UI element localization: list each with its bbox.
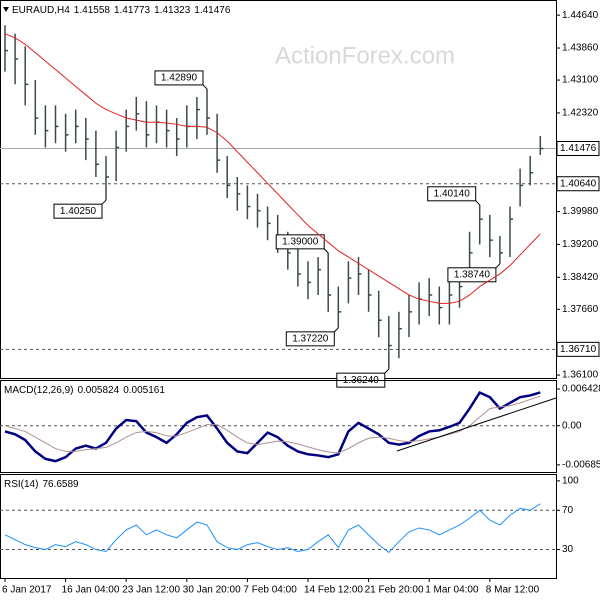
annotation-label: 1.40250 [60,206,97,217]
panel-header: RSI(14) 76.6589 [4,479,79,490]
annotation-label: 1.39000 [282,236,319,247]
series-line [4,390,541,463]
annotation-label: 1.42890 [161,73,198,84]
panel-title: MACD(12,26,9) [4,385,73,396]
panel-header: MACD(12,26,9) 0.005824 0.005161 [4,385,165,396]
level-box [556,176,600,192]
annotation-box [154,70,204,86]
header-marker [3,7,9,12]
header-value: 1.41476 [194,5,231,16]
panel-header: EURAUD,H4 1.41558 1.41773 1.41323 1.41476 [12,5,231,16]
series-line [4,395,541,454]
trend-line [396,397,557,452]
y-tick-label: 0.006428 [562,384,600,395]
y-tick-label: 70 [562,505,574,516]
series-line [4,503,541,554]
y-tick-label: 0.00 [562,420,582,431]
x-tick-label: 7 Feb 04:00 [243,585,297,596]
y-tick-label: 1.36100 [562,370,599,381]
panel-frame [0,380,557,473]
annotation-box [285,331,335,347]
header-value: 0.005824 [77,385,119,396]
y-tick-label: 30 [562,544,574,555]
annotation-label: 1.40140 [434,188,471,199]
annotation-label: 1.37220 [292,333,329,344]
header-value: 1.41773 [114,5,151,16]
annotation-box [53,203,103,219]
y-tick-label: 1.43860 [562,43,599,54]
annotation-leader [495,263,501,269]
annotation-box [275,234,325,250]
panel-frame [0,474,557,579]
annotation-leader [101,199,107,205]
annotation-leader [202,84,208,90]
annotation-label: 1.38740 [454,269,491,280]
x-tick-label: 14 Feb 12:00 [304,585,363,596]
series-line [4,33,541,304]
header-value: 76.6589 [42,479,79,490]
last-price-box [556,141,600,157]
annotation-leader [475,200,481,206]
annotation-box [447,267,497,283]
panel-title: RSI(14) [4,479,38,490]
level-box [556,341,600,357]
level-label: 1.40640 [560,178,597,189]
header-value: 1.41558 [74,5,111,16]
y-tick-label: 100 [562,476,579,487]
y-tick-label: 1.44640 [562,10,599,21]
y-tick-label: 1.43100 [562,75,599,86]
y-tick-label: 1.37660 [562,304,599,315]
last-price-label: 1.41476 [560,143,597,154]
x-tick-label: 1 Mar 04:00 [425,585,479,596]
y-tick-label: 1.39980 [562,206,599,217]
y-tick-label: 1.38420 [562,272,599,283]
annotation-leader [384,368,390,374]
annotation-leader [323,248,329,254]
panel-title: EURAUD,H4 [12,5,70,16]
x-tick-label: 21 Feb 20:00 [365,585,424,596]
x-tick-label: 6 Jan 2017 [2,585,52,596]
header-value: 1.41323 [154,5,191,16]
y-tick-label: 1.42320 [562,108,599,119]
y-tick-label: -0.006851 [562,460,600,471]
y-tick-label: 1.39200 [562,239,599,250]
x-tick-label: 16 Jan 04:00 [62,585,120,596]
x-tick-label: 30 Jan 20:00 [183,585,241,596]
annotation-leader [333,327,339,333]
x-tick-label: 23 Jan 12:00 [122,585,180,596]
level-label: 1.36710 [560,344,597,355]
watermark: ActionForex.com [275,42,455,69]
header-value: 0.005161 [123,385,165,396]
x-tick-label: 8 Mar 12:00 [486,585,540,596]
annotation-box [427,186,477,202]
